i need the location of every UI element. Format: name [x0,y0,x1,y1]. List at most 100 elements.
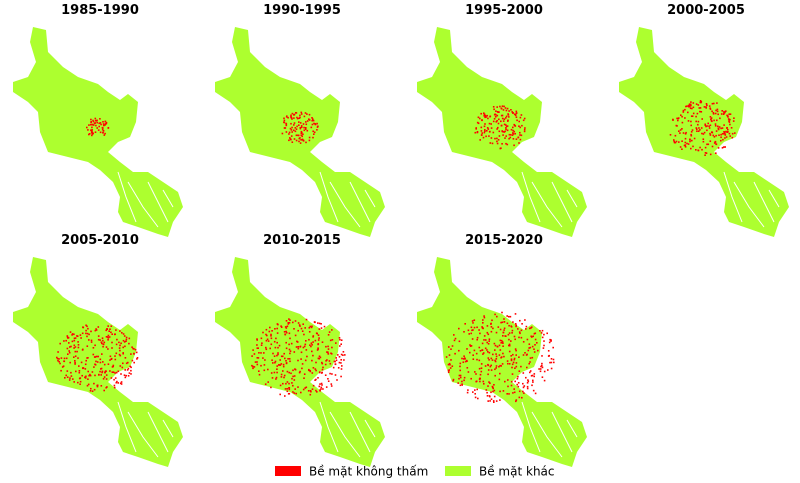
urban-patch [514,338,516,341]
urban-patch [506,393,508,395]
urban-patch [515,365,518,368]
urban-patch [508,332,511,334]
urban-patch [718,126,721,128]
urban-patch [505,135,507,137]
urban-patch [330,352,332,355]
urban-patch [496,315,498,318]
urban-patch [487,333,490,336]
urban-patch [534,344,536,346]
urban-patch [306,355,308,358]
urban-patch [316,349,319,351]
urban-patch [56,356,58,359]
urban-patch [127,361,129,364]
urban-patch [119,365,122,367]
urban-patch [330,383,333,385]
urban-patch [501,105,504,107]
urban-patch [310,126,313,129]
urban-patch [94,363,96,366]
urban-patch [492,386,494,389]
urban-patch [295,346,298,348]
urban-patch [289,127,292,130]
urban-patch [711,110,713,113]
urban-patch [454,337,457,340]
urban-patch [496,106,498,108]
urban-patch [495,353,497,355]
urban-patch [90,118,92,121]
urban-patch [723,112,725,114]
urban-patch [263,352,265,354]
urban-patch [703,131,706,134]
urban-patch [711,102,714,105]
urban-patch [99,118,101,120]
urban-patch [497,326,500,328]
urban-patch [503,329,505,331]
urban-patch [283,331,286,333]
urban-patch [498,365,500,368]
urban-patch [103,134,106,136]
urban-patch [715,143,717,145]
river [147,181,169,223]
urban-patch [118,341,120,344]
urban-patch [293,351,296,353]
river [723,171,743,223]
urban-patch [105,374,108,376]
urban-patch [298,117,301,119]
urban-patch [479,117,481,120]
urban-patch [536,342,538,344]
urban-patch [513,358,516,361]
urban-patch [466,391,469,394]
urban-patch [252,367,254,370]
urban-patch [731,136,734,139]
urban-patch [75,370,77,373]
urban-patch [533,351,536,353]
urban-patch [320,323,322,325]
urban-patch [85,324,87,327]
urban-patch [547,369,549,371]
urban-patch [496,345,499,348]
urban-patch [464,323,466,325]
urban-patch [698,107,701,109]
urban-patch [329,339,332,342]
urban-patch [282,370,284,372]
urban-patch [99,122,102,124]
urban-patch [98,373,100,376]
urban-patch [317,357,320,360]
urban-patch [284,326,287,328]
urban-patch [97,338,100,341]
urban-patch [495,121,498,123]
urban-patch [101,337,104,339]
urban-patch [308,338,310,341]
urban-patch [311,123,314,126]
urban-patch [552,346,554,349]
urban-patch [114,358,117,361]
urban-patch [494,359,496,362]
urban-patch [483,316,486,319]
urban-patch [305,121,307,123]
urban-patch [284,333,287,336]
urban-patch [459,374,462,377]
urban-patch [474,389,476,391]
urban-patch [514,114,517,117]
urban-patch [490,369,493,371]
urban-patch [125,338,128,341]
urban-patch [699,110,701,113]
urban-patch [520,336,523,339]
legend: Bề mặt không thấm Bề mặt khác [275,465,555,479]
urban-patch [308,136,311,139]
urban-patch [511,134,514,136]
urban-patch [304,112,307,114]
urban-patch [324,363,327,366]
urban-patch [470,377,472,380]
urban-patch [133,348,135,350]
urban-patch [512,126,514,129]
urban-patch [486,391,488,394]
urban-patch [485,135,487,138]
urban-patch [488,135,490,137]
urban-patch [504,107,507,109]
urban-patch [301,135,303,138]
urban-patch [543,370,546,373]
urban-patch [710,118,712,120]
urban-patch [505,117,507,119]
urban-patch [303,373,306,375]
urban-patch [328,360,331,362]
